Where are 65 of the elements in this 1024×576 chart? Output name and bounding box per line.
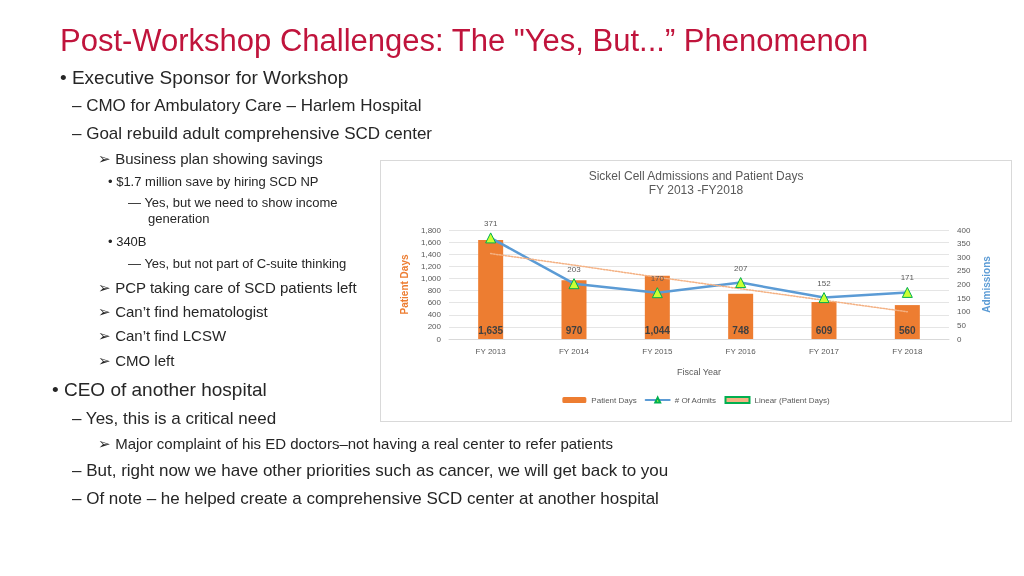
y-tick-label: 1,800 xyxy=(420,225,442,235)
data-label: 207 xyxy=(733,263,748,273)
y2-tick-label: 300 xyxy=(957,252,971,262)
text: Post-Workshop Challenges: The "Yes, But...” Phenomenon xyxy=(60,22,870,60)
text: ➢ CMO left xyxy=(98,352,176,371)
y-tick-label: 400 xyxy=(427,310,442,320)
y-tick-label: 1,200 xyxy=(420,261,442,271)
y-axis-title: Patient Days xyxy=(398,254,410,315)
y2-tick-label: 200 xyxy=(957,280,971,289)
text: • Executive Sponsor for Workshop xyxy=(60,66,350,90)
text: – But, right now we have other priorities such as cancer, we will get back to you xyxy=(72,460,670,482)
text: – Of note – he helped create a comprehensive SCD center at another hospital xyxy=(72,488,660,510)
data-label: 748 xyxy=(732,324,750,336)
text: • $1.7 million save by hiring SCD NP xyxy=(108,174,320,191)
data-label: 609 xyxy=(815,324,833,336)
bar xyxy=(478,239,504,339)
text: • 340B xyxy=(108,234,148,251)
data-label: 203 xyxy=(567,264,582,274)
text: — Yes, but we need to show income generation xyxy=(128,195,339,228)
x-tick-label: FY 2013 xyxy=(475,346,507,356)
text: • CEO of another hospital xyxy=(52,378,268,402)
y2-axis-title: Admissions xyxy=(980,255,992,313)
legend-label: # Of Admits xyxy=(674,395,717,405)
y-tick-label: 0 xyxy=(436,334,442,344)
text: ➢ Business plan showing savings xyxy=(98,150,324,169)
chart-subtitle: FY 2013 -FY2018 xyxy=(648,183,744,197)
x-tick-label: FY 2016 xyxy=(725,346,757,356)
legend-label: Patient Days xyxy=(591,395,637,405)
data-label: 970 xyxy=(565,324,583,336)
y2-tick-label: 50 xyxy=(957,320,967,330)
text: – Goal rebuild adult comprehensive SCD center xyxy=(72,123,434,145)
data-label: 170 xyxy=(650,273,665,283)
y-tick-label: 1,600 xyxy=(420,237,442,247)
text: ➢ Major complaint of his ED doctors–not having a real center to refer patients xyxy=(98,435,614,454)
y2-tick-label: 0 xyxy=(957,334,962,344)
text: – Yes, this is a critical need xyxy=(72,408,278,430)
text: ➢ PCP taking care of SCD patients left xyxy=(98,279,358,298)
y2-tick-label: 350 xyxy=(957,239,971,249)
x-tick-label: FY 2018 xyxy=(892,346,923,356)
data-label: 371 xyxy=(483,218,498,228)
y2-tick-label: 100 xyxy=(957,307,971,317)
y-tick-label: 1,000 xyxy=(420,273,442,283)
data-label: 171 xyxy=(900,273,915,283)
x-axis-title: Fiscal Year xyxy=(676,366,722,377)
data-label: 560 xyxy=(898,324,917,336)
y-tick-label: 800 xyxy=(427,286,442,296)
text: – CMO for Ambulatory Care – Harlem Hospital xyxy=(72,95,423,117)
text: — Yes, but not part of C-suite thinking xyxy=(128,256,348,273)
x-tick-label: FY 2014 xyxy=(558,346,590,356)
y2-tick-label: 400 xyxy=(957,225,971,235)
data-label: 1,044 xyxy=(644,324,671,336)
text: ➢ Can’t find hematologist xyxy=(98,303,269,322)
data-label: 1,635 xyxy=(478,324,504,336)
chart-title: Sickel Cell Admissions and Patient Days xyxy=(588,169,804,183)
y-tick-label: 600 xyxy=(427,298,442,308)
y-tick-label: 200 xyxy=(427,322,442,332)
bar xyxy=(728,293,754,339)
x-tick-label: FY 2015 xyxy=(642,346,673,356)
y2-tick-label: 250 xyxy=(957,266,971,276)
legend-label: Linear (Patient Days) xyxy=(754,395,830,405)
data-label: 152 xyxy=(817,278,832,288)
text: ➢ Can’t find LCSW xyxy=(98,327,228,346)
y-tick-label: 1,400 xyxy=(420,249,442,259)
y2-tick-label: 150 xyxy=(957,293,971,303)
x-tick-label: FY 2017 xyxy=(808,346,840,356)
